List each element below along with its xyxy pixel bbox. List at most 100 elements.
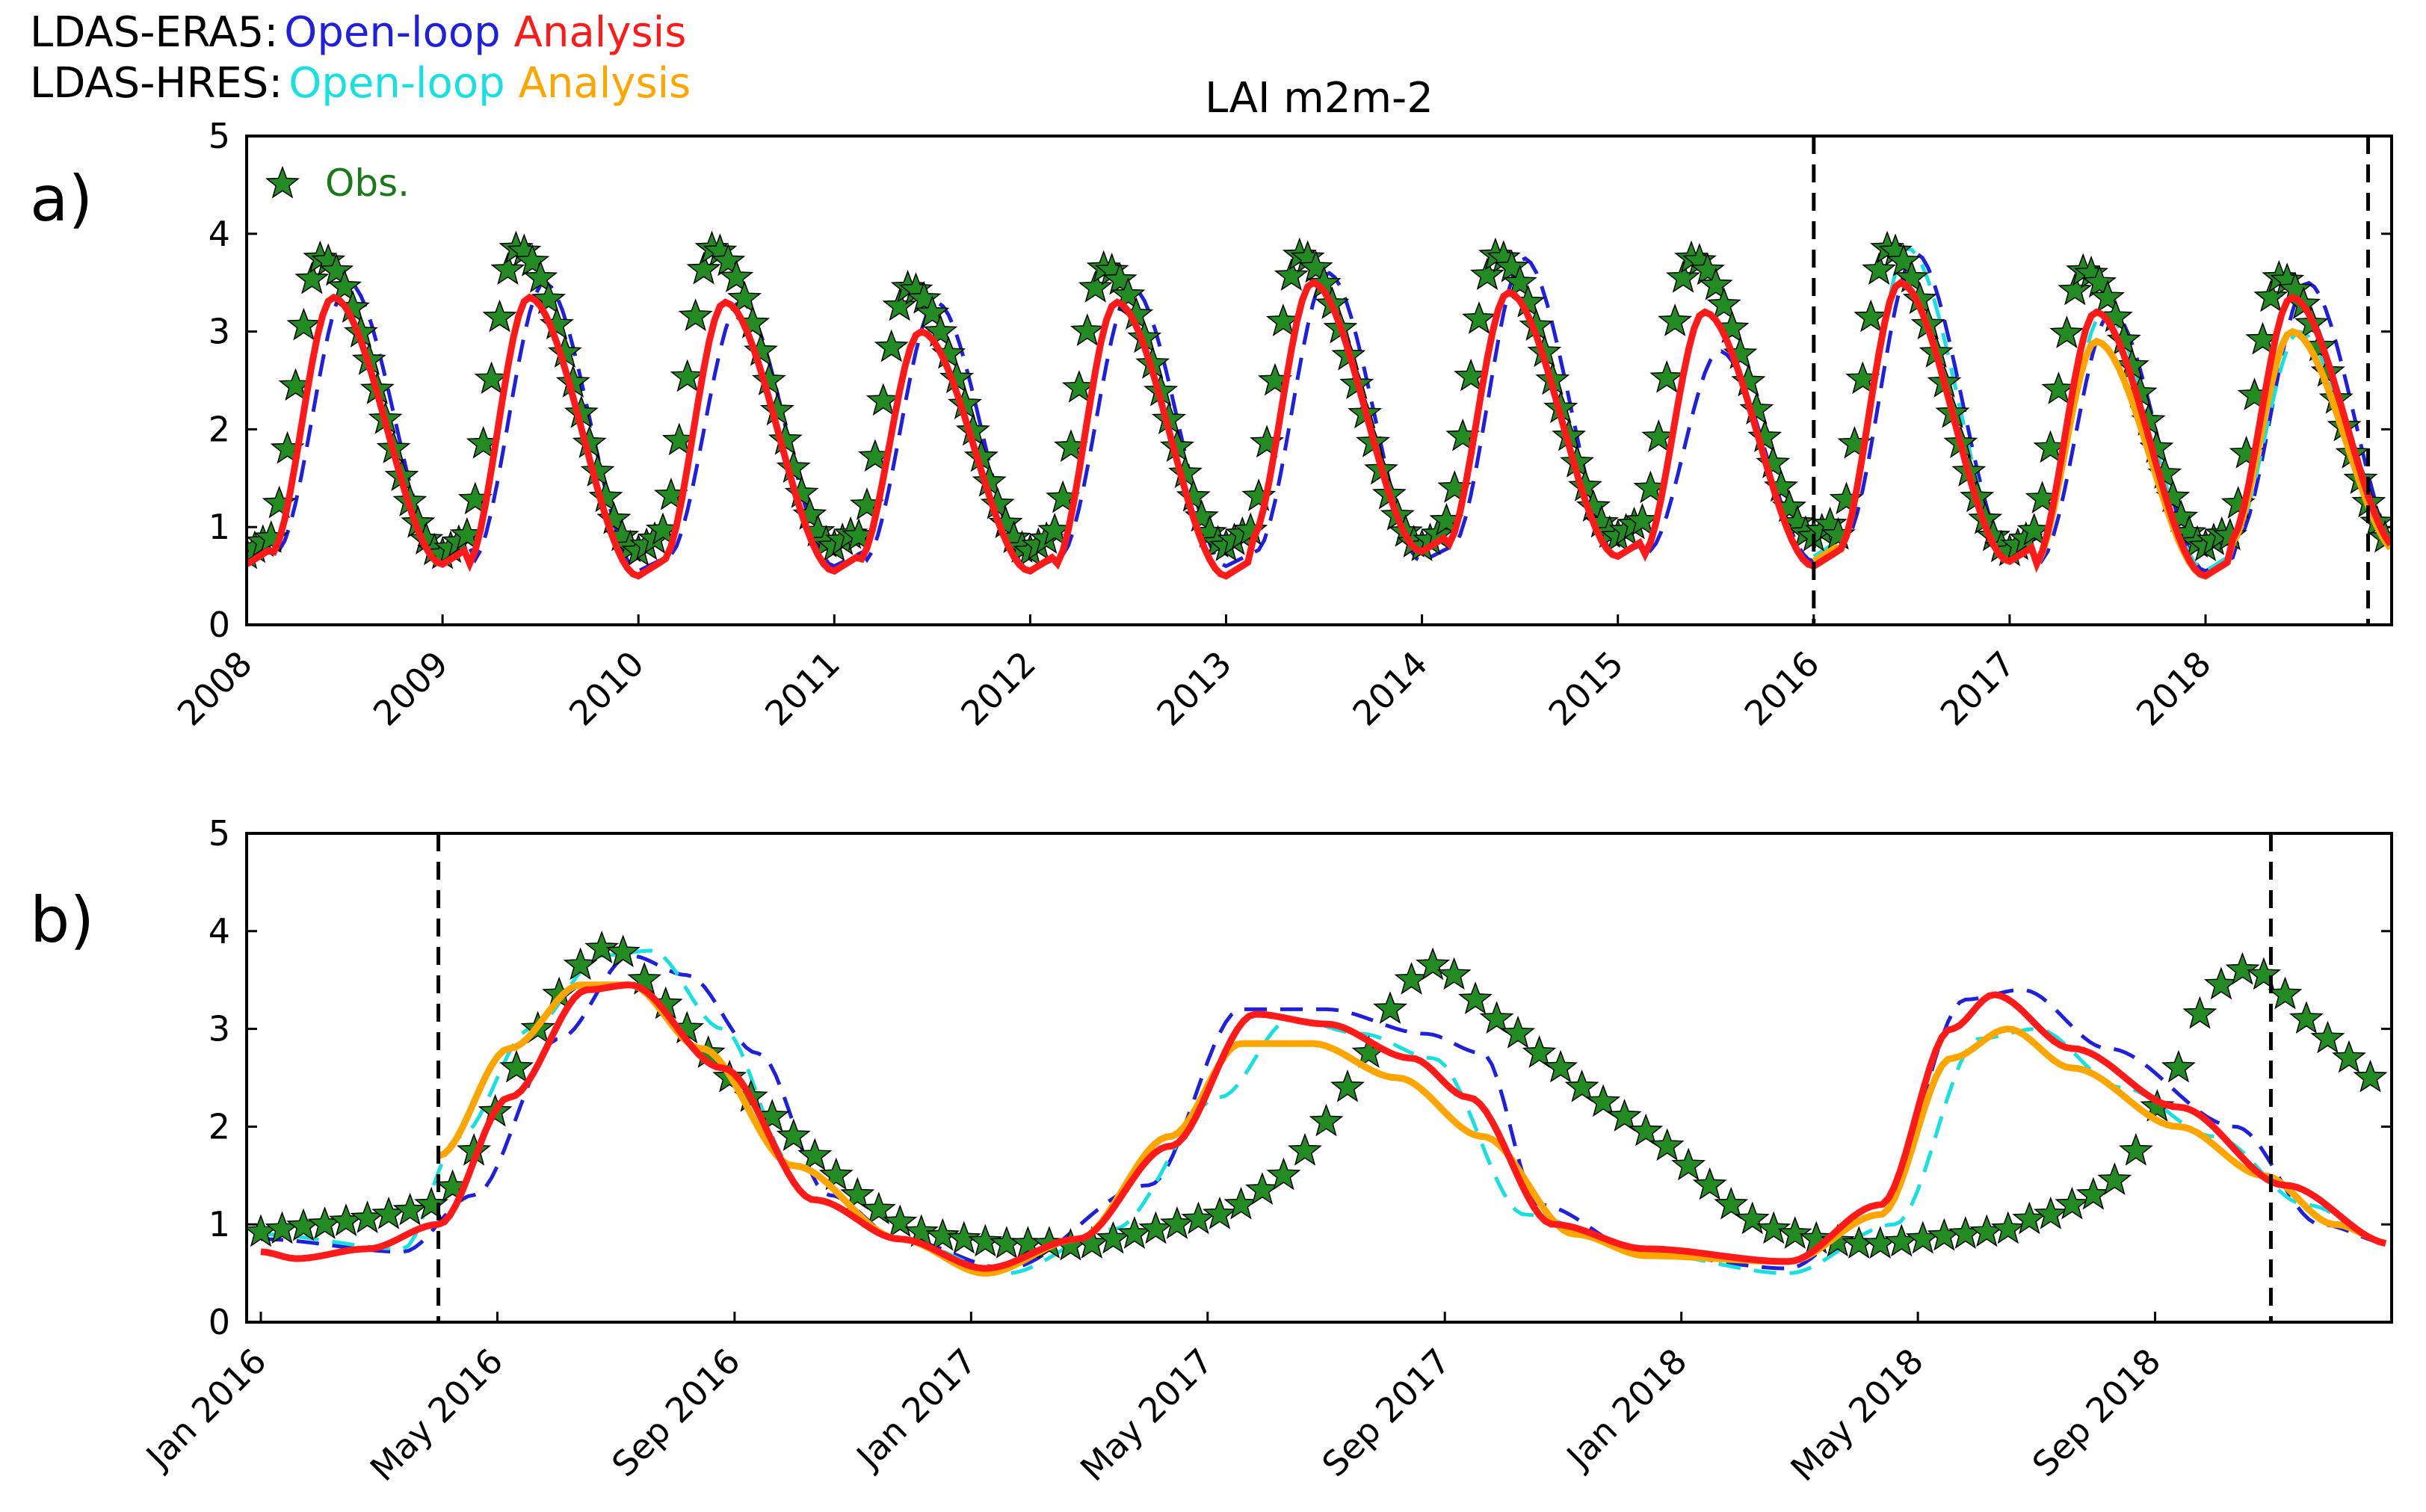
b-ytick-label: 2 <box>209 1106 230 1147</box>
legend-era5-analysis-label: Analysis <box>513 8 687 57</box>
b-obs-star <box>1884 1224 1919 1257</box>
a-xtick-label: 2008 <box>170 644 260 734</box>
a-obs-star <box>923 314 958 347</box>
b-obs-star <box>2310 1020 2345 1054</box>
a-obs-star <box>2082 265 2117 298</box>
b-obs-star <box>1479 1001 1514 1034</box>
a-obs-star <box>1747 419 1783 452</box>
b-obs-star <box>2161 1049 2196 1083</box>
a-obs-markers <box>247 230 2392 570</box>
b-obs-star <box>1969 1214 2004 1247</box>
b-obs-star <box>1649 1128 1685 1161</box>
b-obs-star <box>2075 1176 2111 1210</box>
a-hres-analysis-line <box>1812 279 2392 580</box>
b-obs-star <box>2140 1089 2175 1122</box>
a-xtick-label: 2009 <box>365 644 456 734</box>
b-xtick-label: Sep 2016 <box>604 1341 748 1485</box>
b-obs-star <box>1607 1099 1642 1132</box>
a-obs-star <box>482 299 517 333</box>
b-era5-analysis-line <box>260 981 2387 1272</box>
b-obs-star <box>1458 981 1493 1014</box>
b-obs-star <box>1416 947 1451 981</box>
b-obs-star <box>1501 1015 1536 1049</box>
a-obs-star <box>531 281 567 315</box>
a-obs-star <box>1469 257 1504 291</box>
b-obs-star <box>840 1176 875 1210</box>
b-obs-star <box>1436 957 1472 990</box>
b-obs-star <box>776 1118 811 1152</box>
a-obs-star <box>865 383 901 416</box>
b-obs-star <box>1373 991 1408 1024</box>
b-obs-star <box>1777 1216 1812 1249</box>
legend-hres-openloop-label: Open-loop <box>288 59 505 108</box>
b-obs-star <box>1245 1172 1280 1205</box>
a-xtick-label: 2018 <box>2129 644 2219 734</box>
obs-legend-label: Obs. <box>325 161 410 205</box>
b-obs-star <box>2332 1040 2366 1073</box>
a-obs-star <box>2058 272 2093 306</box>
a-ytick-label: 5 <box>209 116 230 156</box>
b-obs-star <box>946 1221 981 1254</box>
a-obs-star <box>490 252 525 286</box>
a-ytick-label: 3 <box>209 312 230 352</box>
b-obs-star <box>2097 1162 2132 1195</box>
a-obs-star <box>678 298 713 331</box>
b-obs-star <box>1223 1186 1259 1220</box>
b-obs-star <box>797 1138 833 1171</box>
a-xtick-label: 2015 <box>1541 644 1632 734</box>
a-obs-star <box>2253 279 2288 312</box>
b-obs-star <box>1543 1049 1578 1083</box>
b-obs-star <box>1756 1211 1791 1244</box>
a-xtick-label: 2016 <box>1737 644 1827 734</box>
b-hres-openloop-line <box>260 948 2386 1276</box>
b-obs-star <box>2118 1132 2153 1166</box>
a-obs-star <box>1854 299 1889 333</box>
a-ytick-label: 2 <box>209 409 230 449</box>
b-obs-star <box>1948 1216 1983 1249</box>
b-ytick-label: 3 <box>209 1009 230 1049</box>
b-obs-star <box>1990 1211 2025 1244</box>
a-era5-analysis-line <box>247 279 2392 580</box>
b-xtick-label: Jan 2016 <box>137 1341 274 1478</box>
b-obs-star <box>1202 1196 1237 1229</box>
obs-legend-star <box>265 165 300 199</box>
a-obs-star <box>1894 259 1929 293</box>
b-obs-star <box>392 1192 428 1226</box>
a-xtick-label: 2011 <box>757 644 848 734</box>
b-ytick-label: 1 <box>209 1204 230 1244</box>
a-obs-star <box>711 243 746 277</box>
chart-title: LAI m2m-2 <box>1205 74 1433 123</box>
a-obs-star <box>2090 280 2125 313</box>
a-obs-star <box>727 280 762 314</box>
b-xtick-label: May 2016 <box>362 1341 511 1490</box>
a-obs-star <box>1462 301 1497 334</box>
b-obs-star <box>2182 996 2217 1029</box>
b-obs-star <box>2268 976 2303 1010</box>
panel-b: b) 0 1 2 3 4 5 Jan 2016 May 2016 Sep 2016 Jan 20… <box>30 813 2393 1490</box>
b-obs-star <box>2353 1059 2388 1093</box>
b-obs-star <box>1714 1186 1749 1220</box>
b-obs-star <box>350 1200 385 1233</box>
b-obs-star <box>1138 1211 1173 1244</box>
b-obs-star <box>1309 1103 1344 1137</box>
b-obs-star <box>1692 1167 1727 1200</box>
a-obs-star <box>1274 258 1309 291</box>
b-xtick-label: May 2018 <box>1783 1341 1931 1490</box>
b-obs-star <box>2055 1186 2090 1220</box>
a-obs-star <box>515 244 550 277</box>
b-obs-star <box>1522 1035 1557 1068</box>
b-obs-star <box>1288 1132 1322 1166</box>
legend-era5-prefix: LDAS-ERA5: <box>30 8 279 57</box>
a-obs-star <box>2049 315 2084 348</box>
b-obs-star <box>861 1191 896 1225</box>
b-obs-star <box>329 1203 364 1236</box>
a-obs-star <box>319 253 354 286</box>
b-obs-star <box>1905 1221 1940 1254</box>
a-obs-star <box>1078 270 1113 303</box>
panel-a: a) LAI m2m-2 0 1 2 3 4 5 2008 2009 2010 2011 2012… <box>30 74 2393 734</box>
b-obs-star <box>2246 957 2281 990</box>
a-xtick-label: 2010 <box>561 644 652 734</box>
a-obs-star <box>1102 262 1138 295</box>
a-xtick-label: 2013 <box>1149 644 1239 734</box>
legend-era5-openloop-label: Open-loop <box>284 8 501 57</box>
